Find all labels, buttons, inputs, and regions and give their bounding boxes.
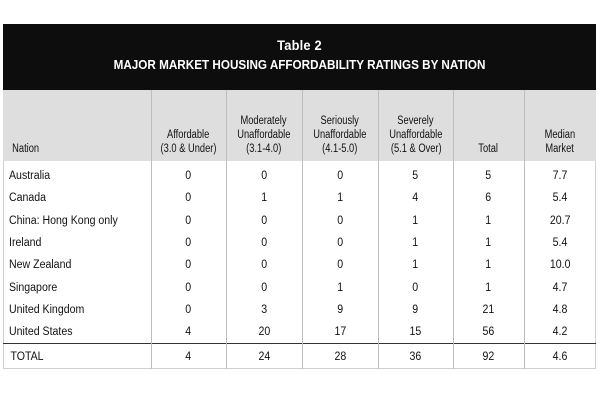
value-cell: 0 [150, 161, 226, 188]
table-row: United Kingdom 0 3 9 9 21 4.8 [3, 298, 596, 322]
total-row: TOTAL 4 24 28 36 92 4.6 [3, 343, 596, 370]
value-cell: 0 [225, 161, 302, 188]
table-title: Table 2 [277, 37, 322, 53]
header-row: Nation Affordable (3.0 & Under) Moderatel… [3, 90, 596, 161]
value-cell: 6 [452, 187, 524, 210]
table-row: Singapore 0 0 1 0 1 4.7 [3, 276, 596, 299]
value-cell: 20 [225, 321, 302, 344]
table-row: United States 4 20 17 15 56 4.2 [3, 321, 596, 344]
value-cell: 0 [377, 276, 453, 299]
value-cell: 0 [225, 209, 302, 232]
value-cell: 1 [377, 231, 453, 255]
value-cell: 56 [452, 321, 524, 344]
value-cell: 0 [301, 231, 378, 255]
value-cell: 17 [301, 321, 378, 344]
header-affordable: Affordable (3.0 & Under) [150, 90, 226, 161]
affordability-table: Nation Affordable (3.0 & Under) Moderatel… [3, 90, 596, 370]
nation-cell: Ireland [9, 237, 42, 250]
value-cell: 9 [301, 298, 378, 322]
value-cell: 0 [150, 298, 226, 322]
total-cell: 4.6 [523, 343, 596, 370]
value-cell: 0 [225, 276, 302, 299]
value-cell: 4.8 [523, 298, 596, 322]
value-cell: 0 [225, 254, 302, 277]
value-cell: 0 [225, 231, 302, 255]
value-cell: 0 [301, 161, 378, 188]
value-cell: 1 [452, 276, 524, 299]
value-cell: 4 [377, 187, 453, 210]
table-row: China: Hong Kong only 0 0 0 1 1 20.7 [3, 209, 596, 232]
table-subtitle: MAJOR MARKET HOUSING AFFORDABILITY RATIN… [113, 57, 486, 72]
value-cell: 5.4 [523, 231, 596, 255]
value-cell: 5 [377, 161, 453, 188]
value-cell: 10.0 [523, 254, 596, 277]
header-total: Total [452, 90, 524, 161]
table-row: New Zealand 0 0 0 1 1 10.0 [3, 254, 596, 277]
value-cell: 0 [150, 254, 226, 277]
value-cell: 5.4 [523, 187, 596, 210]
value-cell: 9 [377, 298, 453, 322]
value-cell: 4.7 [523, 276, 596, 299]
value-cell: 0 [301, 254, 378, 277]
nation-cell: China: Hong Kong only [9, 214, 118, 227]
nation-cell: United Kingdom [9, 303, 85, 316]
value-cell: 1 [377, 254, 453, 277]
total-cell: 24 [225, 343, 302, 370]
table-title-bar: Table 2 MAJOR MARKET HOUSING AFFORDABILI… [3, 24, 596, 90]
value-cell: 4 [150, 321, 226, 344]
value-cell: 0 [150, 187, 226, 210]
value-cell: 0 [301, 209, 378, 232]
header-nation: Nation [3, 90, 151, 161]
table-row: Ireland 0 0 0 1 1 5.4 [3, 231, 596, 255]
value-cell: 7.7 [523, 161, 596, 188]
nation-cell: United States [9, 326, 73, 339]
nation-cell: New Zealand [9, 259, 72, 272]
value-cell: 0 [150, 209, 226, 232]
value-cell: 4.2 [523, 321, 596, 344]
value-cell: 1 [225, 187, 302, 210]
table-row: Australia 0 0 0 5 5 7.7 [3, 161, 596, 188]
value-cell: 0 [150, 231, 226, 255]
header-seriously-unaffordable: Seriously Unaffordable (4.1-5.0) [301, 90, 378, 161]
value-cell: 0 [150, 276, 226, 299]
value-cell: 1 [377, 209, 453, 232]
value-cell: 3 [225, 298, 302, 322]
header-moderately-unaffordable: Moderately Unaffordable (3.1-4.0) [225, 90, 302, 161]
header-median-market: Median Market [523, 90, 596, 161]
total-cell: TOTAL [3, 343, 151, 370]
table-body: Australia 0 0 0 5 5 7.7 Canada 0 1 1 4 6 5.4 China: Ho… [3, 161, 596, 344]
value-cell: 15 [377, 321, 453, 344]
value-cell: 1 [301, 187, 378, 210]
nation-cell: Australia [9, 170, 51, 183]
value-cell: 1 [452, 209, 524, 232]
total-cell: 92 [452, 343, 524, 370]
value-cell: 1 [301, 276, 378, 299]
total-cell: 28 [301, 343, 378, 370]
value-cell: 1 [452, 254, 524, 277]
value-cell: 20.7 [523, 209, 596, 232]
table-row: Canada 0 1 1 4 6 5.4 [3, 187, 596, 210]
value-cell: 21 [452, 298, 524, 322]
nation-cell: Singapore [9, 281, 58, 294]
header-severely-unaffordable: Severely Unaffordable (5.1 & Over) [377, 90, 453, 161]
total-cell: 36 [377, 343, 453, 370]
nation-cell: Canada [9, 192, 47, 205]
value-cell: 1 [452, 231, 524, 255]
value-cell: 5 [452, 161, 524, 188]
total-cell: 4 [150, 343, 226, 370]
